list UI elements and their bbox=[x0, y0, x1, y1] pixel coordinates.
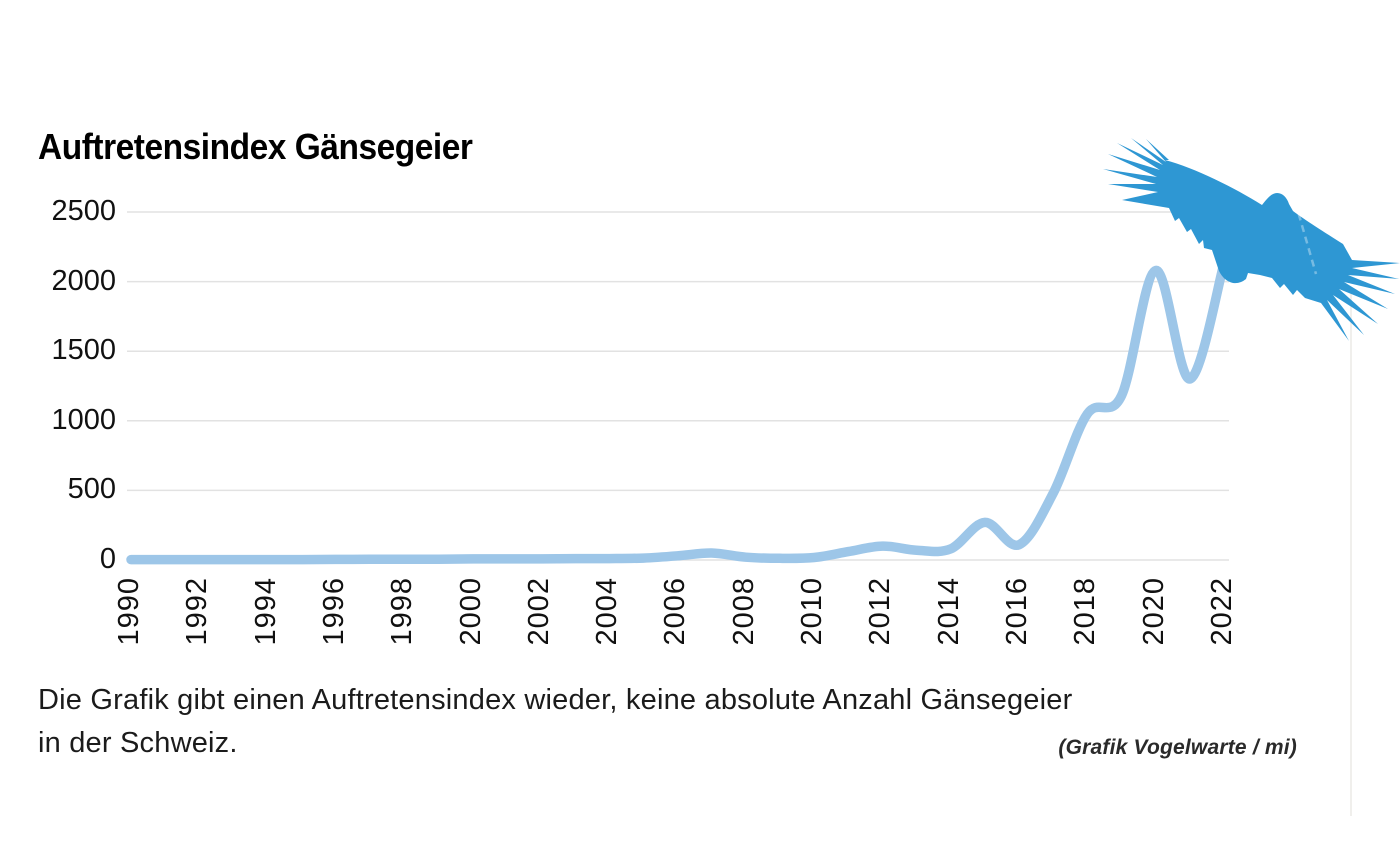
x-tick-label: 2020 bbox=[1137, 577, 1170, 646]
x-tick-label: 2022 bbox=[1205, 577, 1238, 646]
x-tick-label: 2018 bbox=[1069, 577, 1102, 646]
caption-line-2: in der Schweiz. bbox=[38, 727, 238, 759]
y-tick-label: 2000 bbox=[51, 264, 116, 297]
y-tick-label: 0 bbox=[99, 543, 116, 575]
gridlines bbox=[127, 211, 1229, 561]
x-tick-label: 2012 bbox=[864, 577, 897, 646]
y-tick-label: 1000 bbox=[51, 403, 116, 436]
vulture-body bbox=[1103, 138, 1400, 341]
x-tick-label: 2002 bbox=[522, 577, 555, 646]
x-tick-label: 1994 bbox=[249, 577, 282, 646]
y-tick-label: 2500 bbox=[51, 195, 116, 227]
x-tick-label: 2016 bbox=[1001, 577, 1034, 646]
vulture-silhouette-icon bbox=[1103, 138, 1400, 341]
x-tick-label: 2014 bbox=[932, 577, 965, 646]
occurrence-index-line bbox=[126, 258, 1229, 565]
x-tick-label: 2000 bbox=[454, 577, 487, 646]
source-credit: (Grafik Vogelwarte / mi) bbox=[1058, 736, 1297, 759]
x-tick-label: 2006 bbox=[659, 577, 692, 646]
vulture-wing-seam bbox=[1280, 155, 1318, 275]
x-tick-label: 1998 bbox=[386, 577, 419, 646]
y-tick-label: 500 bbox=[67, 473, 116, 506]
caption-line-1: Die Grafik gibt einen Auftretensindex wi… bbox=[38, 684, 1073, 716]
x-tick-label: 2004 bbox=[591, 577, 624, 646]
y-tick-label: 1500 bbox=[51, 334, 116, 367]
x-tick-label: 1990 bbox=[113, 577, 145, 646]
x-tick-label: 2008 bbox=[727, 577, 760, 646]
x-tick-label: 2010 bbox=[796, 577, 829, 646]
x-tick-label: 1992 bbox=[181, 577, 214, 646]
chart-title: Auftretensindex Gänsegeier bbox=[38, 126, 473, 167]
x-tick-label: 1996 bbox=[317, 577, 350, 646]
